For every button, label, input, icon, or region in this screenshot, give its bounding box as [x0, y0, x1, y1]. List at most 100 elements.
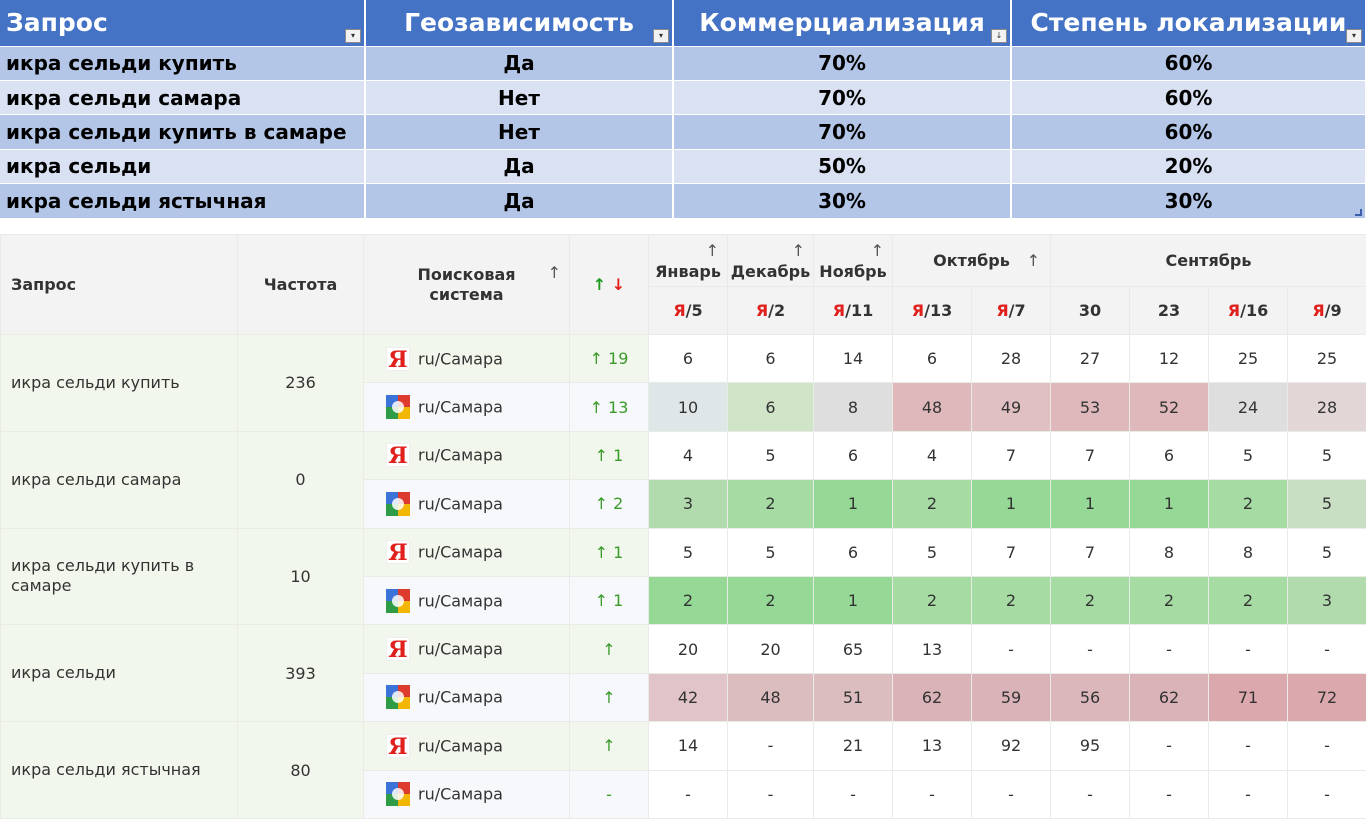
position-cell[interactable]: 6 — [813, 430, 893, 481]
position-cell[interactable]: - — [1287, 721, 1366, 771]
summary-cell-geo[interactable]: Да — [365, 45, 674, 81]
position-cell[interactable]: 2 — [1050, 575, 1130, 626]
summary-row[interactable]: икра сельди Да 50% 20% — [0, 148, 1366, 184]
summary-cell-localization[interactable]: 60% — [1011, 114, 1366, 150]
date-column-header[interactable]: Я/2 — [727, 286, 814, 335]
date-column-header[interactable]: Я/7 — [971, 286, 1051, 335]
rankings-header-month-january[interactable]: ↑ Январь — [648, 234, 728, 287]
summary-cell-commerce[interactable]: 50% — [673, 148, 1012, 184]
position-cell[interactable]: 72 — [1287, 672, 1366, 723]
summary-cell-geo[interactable]: Да — [365, 183, 674, 218]
rankings-header-frequency[interactable]: Частота — [237, 234, 364, 335]
position-cell[interactable]: 7 — [1050, 430, 1130, 481]
position-cell[interactable]: 65 — [813, 624, 893, 674]
position-cell[interactable]: 5 — [1287, 479, 1366, 529]
rankings-header-month-december[interactable]: ↑ Декабрь — [727, 234, 814, 287]
position-cell[interactable]: - — [727, 769, 814, 819]
position-cell[interactable]: 3 — [1287, 575, 1366, 626]
position-cell[interactable]: 3 — [648, 479, 728, 529]
position-cell[interactable]: - — [1129, 721, 1209, 771]
position-cell[interactable]: 1 — [813, 575, 893, 626]
region-label[interactable]: ru/Самара — [418, 591, 503, 611]
position-cell[interactable]: 49 — [971, 382, 1051, 432]
summary-cell-query[interactable]: икра сельди — [0, 148, 366, 184]
position-cell[interactable]: 1 — [1050, 479, 1130, 529]
position-cell[interactable]: 53 — [1050, 382, 1130, 432]
summary-cell-query[interactable]: икра сельди купить — [0, 45, 366, 81]
table-resize-handle[interactable] — [1355, 209, 1362, 216]
position-cell[interactable]: - — [971, 624, 1051, 674]
region-label[interactable]: ru/Самара — [418, 445, 503, 465]
rankings-header-month-october[interactable]: Октябрь ↑ — [892, 234, 1051, 287]
date-column-header[interactable]: Я/16 — [1208, 286, 1288, 335]
position-cell[interactable]: 6 — [813, 527, 893, 577]
rankings-header-month-september[interactable]: Сентябрь — [1050, 234, 1366, 287]
position-cell[interactable]: - — [1208, 721, 1288, 771]
position-cell[interactable]: 20 — [727, 624, 814, 674]
date-column-header[interactable]: 30 — [1050, 286, 1130, 335]
date-column-header[interactable]: Я/5 — [648, 286, 728, 335]
position-cell[interactable]: 2 — [1208, 575, 1288, 626]
position-cell[interactable]: - — [1050, 624, 1130, 674]
position-cell[interactable]: 92 — [971, 721, 1051, 771]
position-cell[interactable]: 12 — [1129, 333, 1209, 384]
position-cell[interactable]: 7 — [971, 430, 1051, 481]
sort-arrow-icon[interactable]: ↑ — [1026, 251, 1040, 270]
position-cell[interactable]: 21 — [813, 721, 893, 771]
position-cell[interactable]: 62 — [1129, 672, 1209, 723]
position-cell[interactable]: 14 — [648, 721, 728, 771]
position-cell[interactable]: 13 — [892, 624, 972, 674]
summary-cell-geo[interactable]: Да — [365, 148, 674, 184]
position-cell[interactable]: - — [1129, 769, 1209, 819]
position-cell[interactable]: 1 — [971, 479, 1051, 529]
position-cell[interactable]: - — [813, 769, 893, 819]
filter-dropdown-icon[interactable]: ▾ — [1346, 28, 1362, 43]
position-cell[interactable]: - — [1287, 769, 1366, 819]
position-cell[interactable]: 4 — [648, 430, 728, 481]
position-cell[interactable]: 8 — [813, 382, 893, 432]
position-cell[interactable]: 28 — [1287, 382, 1366, 432]
region-label[interactable]: ru/Самара — [418, 397, 503, 417]
filter-dropdown-icon[interactable]: ▾ — [653, 28, 669, 43]
position-cell[interactable]: 6 — [727, 382, 814, 432]
position-cell[interactable]: 5 — [1287, 527, 1366, 577]
sort-filter-icon[interactable]: ↓ — [991, 28, 1007, 43]
query-cell[interactable]: икра сельди самара — [0, 430, 238, 529]
date-column-header[interactable]: Я/11 — [813, 286, 893, 335]
summary-cell-localization[interactable]: 60% — [1011, 79, 1366, 115]
summary-cell-query[interactable]: икра сельди самара — [0, 79, 366, 115]
query-cell[interactable]: икра сельди ястычная — [0, 721, 238, 819]
position-cell[interactable]: - — [648, 769, 728, 819]
position-cell[interactable]: - — [1129, 624, 1209, 674]
sort-arrow-icon[interactable]: ↑ — [547, 263, 561, 282]
summary-cell-commerce[interactable]: 70% — [673, 45, 1012, 81]
position-cell[interactable]: 59 — [971, 672, 1051, 723]
position-cell[interactable]: 2 — [1129, 575, 1209, 626]
position-cell[interactable]: 8 — [1129, 527, 1209, 577]
summary-row[interactable]: икра сельди купить Да 70% 60% — [0, 45, 1366, 81]
sort-arrow-icon[interactable]: ↑ — [705, 241, 719, 260]
position-cell[interactable]: 13 — [892, 721, 972, 771]
summary-cell-localization[interactable]: 20% — [1011, 148, 1366, 184]
position-cell[interactable]: 2 — [892, 575, 972, 626]
position-cell[interactable]: 2 — [1208, 479, 1288, 529]
sort-arrow-icon[interactable]: ↑ — [870, 241, 884, 260]
position-cell[interactable]: 1 — [1129, 479, 1209, 529]
position-cell[interactable]: 56 — [1050, 672, 1130, 723]
query-cell[interactable]: икра сельди купить — [0, 334, 238, 432]
position-cell[interactable]: 27 — [1050, 333, 1130, 384]
summary-cell-localization[interactable]: 60% — [1011, 45, 1366, 81]
position-cell[interactable]: 4 — [892, 430, 972, 481]
summary-cell-commerce[interactable]: 30% — [673, 183, 1012, 218]
position-cell[interactable]: 5 — [727, 430, 814, 481]
position-cell[interactable]: - — [1208, 624, 1288, 674]
summary-row[interactable]: икра сельди самара Нет 70% 60% — [0, 79, 1366, 115]
summary-row[interactable]: икра сельди ястычная Да 30% 30% — [0, 183, 1366, 218]
position-cell[interactable]: 48 — [727, 672, 814, 723]
position-cell[interactable]: 71 — [1208, 672, 1288, 723]
position-cell[interactable]: 2 — [971, 575, 1051, 626]
position-cell[interactable]: 6 — [892, 333, 972, 384]
summary-row[interactable]: икра сельди купить в самаре Нет 70% 60% — [0, 114, 1366, 150]
position-cell[interactable]: 6 — [1129, 430, 1209, 481]
date-column-header[interactable]: Я/9 — [1287, 286, 1366, 335]
